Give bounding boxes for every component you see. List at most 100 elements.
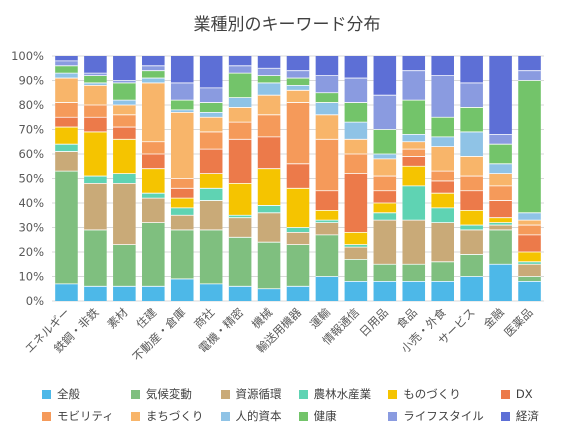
bar-segment [142,70,165,79]
bar-segment [228,183,252,216]
bar-segment [431,171,454,181]
bar-segment [113,105,136,115]
bar-segment [286,102,310,164]
bar-segment [460,107,483,132]
bar-segment [257,288,281,301]
bar-segment [344,78,368,103]
bar-segment [373,154,397,159]
legend-label: 人的資本 [235,409,282,423]
bar-segment [286,163,310,189]
bar-segment [402,166,426,186]
bar-segment [55,171,78,284]
bar-segment [431,146,454,172]
bar-segment [257,136,281,169]
bar-segment [373,190,397,203]
bar-segment [55,73,78,79]
bar-segment [489,222,512,226]
legend-swatch [220,389,230,399]
bar-segment [460,225,483,230]
bar-segment [460,229,483,255]
bar-segment [431,222,454,262]
bar-segment [286,70,310,79]
bar-segment [113,183,136,245]
bar-segment [431,75,454,118]
x-tick-label: 不動産・倉庫 [130,305,189,364]
bar-segment [315,222,339,235]
bar-segment [170,278,194,301]
bar-segment [228,139,252,184]
bar-segment [228,107,252,123]
bar-segment [518,212,541,221]
bar-segment [431,180,454,194]
bar-segment [460,190,483,211]
bar-segment [373,203,397,213]
bar-segment [170,178,194,189]
bar-segment [113,127,136,140]
bar-segment [315,234,339,277]
bar-segment [199,200,223,230]
bar-segment [170,188,194,199]
bar-segment [228,73,252,98]
bar-segment [142,78,165,83]
legend-item: 人的資本 [220,408,285,424]
bar-segment [402,185,426,221]
bar-segment [55,283,78,301]
bar-segment [402,264,426,282]
bar-segment [257,68,281,76]
legend-item: 全般 [42,386,117,402]
bar-segment [257,75,281,83]
bar-segment [286,90,310,103]
legend-item: 農林水産業 [298,386,375,402]
bar-segment [460,210,483,226]
bar-segment [142,168,165,194]
bar-segment [460,56,483,83]
bar-segment [489,264,512,301]
bar-segment [228,237,252,287]
bar-segment [489,144,512,164]
bar-segment [55,78,78,103]
bar-segment [113,173,136,184]
bar-segment [518,276,541,282]
bar-segment [315,190,339,211]
bar-segment [55,144,78,152]
bar-segment [228,56,252,66]
legend-item: 資源循環 [220,386,285,402]
bar-segment [518,264,541,277]
bar-segment [402,281,426,301]
legend-swatch [298,389,308,399]
bar-segment [84,131,107,177]
bar-segment [431,56,454,76]
y-tick-label: 0% [26,294,44,308]
bar-segment [199,149,223,174]
bar-segment [199,229,223,284]
legend-label: 経済 [515,409,539,423]
bar-segment [142,65,165,71]
bar-segment [113,244,136,287]
legend-label: DX [515,387,533,401]
bar-segment [315,75,339,93]
bar-segment [315,210,339,221]
bar-segment [431,136,454,147]
bar-segment [286,56,310,71]
bar-segment [286,227,310,233]
bar-segment [344,173,368,233]
bar-segment [228,122,252,140]
bar-segment [199,131,223,150]
legend-item: モビリティ [42,408,117,424]
legend-item: 健康 [298,408,375,424]
bar-segment [489,229,512,265]
bar-segment [84,73,107,76]
bar-segment [170,215,194,230]
bar-segment [55,151,78,172]
bar-segment [460,156,483,177]
bar-segment [402,56,426,71]
bar-segment [199,188,223,201]
bar-segment [518,225,541,235]
bar-segment [286,244,310,287]
bar-segment [373,95,397,130]
bar-segment [55,60,78,66]
bar-segment [257,168,281,206]
bar-segment [402,141,426,150]
bar-segment [228,97,252,108]
